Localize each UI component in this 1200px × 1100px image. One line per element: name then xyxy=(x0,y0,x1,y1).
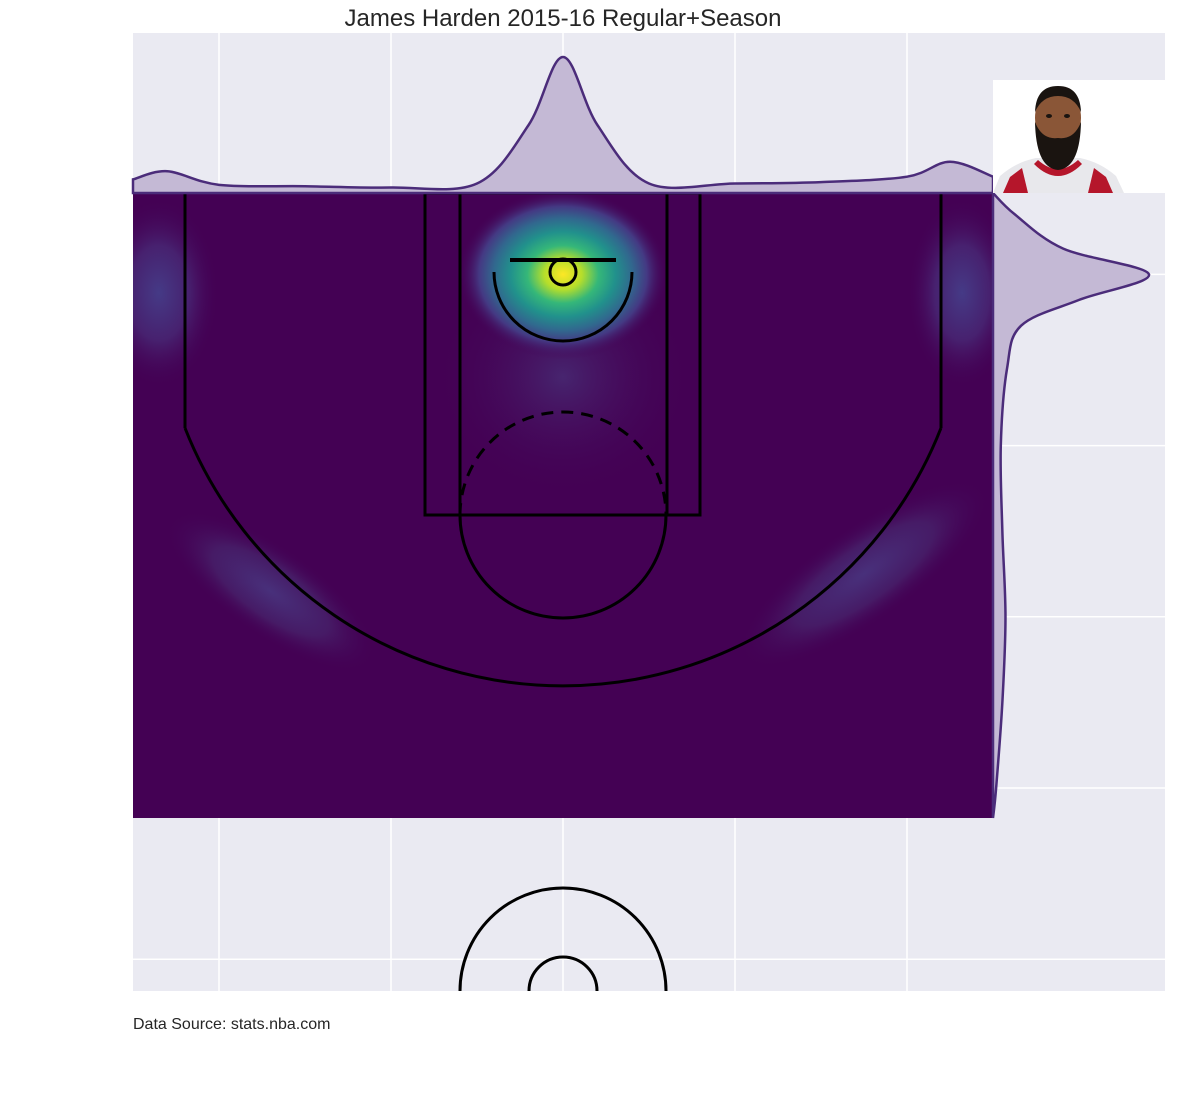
court-lines xyxy=(183,191,943,992)
density-hotspot-right-corner-three xyxy=(907,197,993,388)
court-restricted-arc xyxy=(492,271,634,343)
court-center-circle-inner xyxy=(527,955,599,992)
y-marginal-density xyxy=(991,190,1151,819)
court-free-throw-arc-bottom xyxy=(458,514,668,620)
court-free-throw-arc-top xyxy=(458,410,668,516)
court-hoop xyxy=(548,257,578,287)
court-three-point-arc xyxy=(183,427,943,688)
density-hotspot-rim xyxy=(458,193,668,360)
x-marginal-density xyxy=(131,55,995,195)
density-hotspot-left-corner-three xyxy=(133,197,219,388)
density-hotspot-right-wing-three xyxy=(738,479,990,669)
player-photo xyxy=(993,80,1165,193)
data-source-label: Data Source: stats.nba.com xyxy=(133,1016,330,1033)
court-center-circle-outer xyxy=(458,886,668,992)
density-hotspot-left-wing-three xyxy=(165,510,377,672)
chart-title: James Harden 2015-16 Regular+Season xyxy=(345,5,782,32)
